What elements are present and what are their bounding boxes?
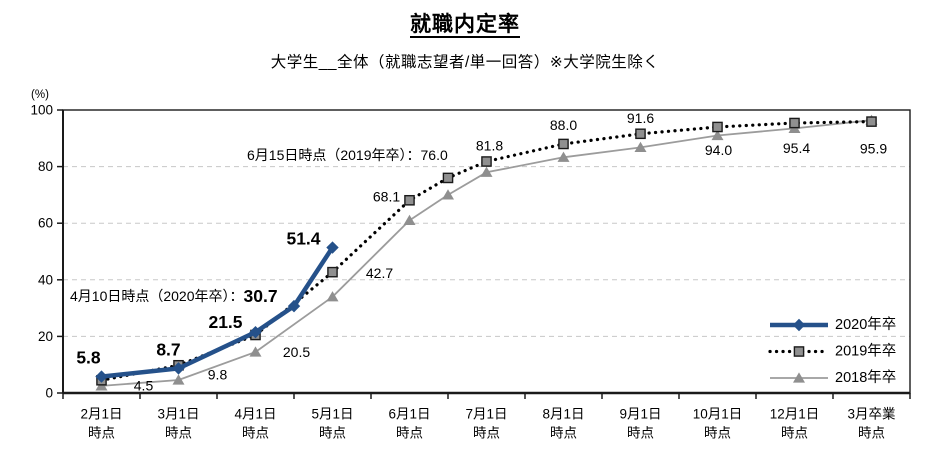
annotation: 6月15日時点（2019年卒）：76.0 [247, 147, 448, 163]
series-marker-2018年卒 [480, 166, 493, 177]
data-label-2019年卒: 91.6 [627, 110, 654, 126]
series-marker-2018年卒 [172, 374, 185, 385]
annotation: 4月10日時点（2020年卒）：30.7 [70, 286, 278, 306]
x-category-label: 時点 [473, 426, 500, 441]
data-label-2019年卒: 20.5 [283, 344, 310, 360]
x-category-label: 9月1日 [619, 407, 661, 422]
data-label-2019年卒: 42.7 [366, 265, 393, 281]
series-marker-2019年卒 [327, 266, 338, 278]
series-marker-2018年卒 [557, 151, 570, 162]
data-label-2019年卒: 9.8 [208, 366, 228, 382]
data-label-2020年卒: 21.5 [208, 312, 242, 332]
x-category-label: 4月1日 [234, 407, 276, 422]
y-tick-label: 20 [38, 329, 53, 344]
y-tick-label: 80 [38, 159, 53, 174]
series-marker-2018年卒 [249, 346, 262, 357]
x-category-label: 時点 [396, 426, 423, 441]
data-label-2019年卒: 95.9 [860, 141, 887, 157]
x-category-label: 時点 [165, 426, 192, 441]
data-label-2019年卒: 95.4 [783, 140, 810, 156]
legend-label-2019年卒: 2019年卒 [835, 343, 896, 360]
data-label-2020年卒: 8.7 [156, 339, 180, 359]
y-tick-label: 0 [45, 386, 53, 401]
series-marker-2018年卒 [326, 291, 339, 302]
data-label-2019年卒: 4.5 [134, 377, 154, 393]
x-category-label: 時点 [242, 426, 269, 441]
series-marker-2019年卒 [866, 116, 877, 127]
series-marker-2018年卒 [711, 129, 724, 141]
series-marker-2018年卒 [634, 141, 647, 152]
series-marker-2019年卒 [558, 138, 569, 150]
series-marker-2020年卒 [287, 299, 301, 313]
series-marker-2020年卒 [249, 325, 262, 339]
x-category-label: 時点 [550, 426, 577, 441]
x-category-label: 時点 [88, 426, 115, 441]
legend-marker-2020年卒 [792, 318, 806, 332]
x-category-label: 3月卒業 [847, 407, 896, 422]
y-tick-label: 60 [38, 216, 53, 231]
data-label-2019年卒: 81.8 [476, 138, 503, 154]
series-marker-2019年卒 [789, 117, 800, 129]
data-label-2019年卒: 94.0 [705, 142, 732, 158]
y-tick-label: 100 [30, 103, 53, 118]
series-marker-2019年卒 [712, 121, 723, 133]
series-marker-2019年卒 [635, 128, 646, 140]
series-marker-2018年卒 [403, 214, 416, 225]
series-marker-2019年卒 [404, 194, 415, 206]
x-category-label: 8月1日 [542, 407, 584, 422]
x-category-label: 7月1日 [465, 407, 507, 422]
legend-marker-2018年卒 [793, 372, 805, 383]
series-marker-2020年卒 [326, 241, 339, 254]
x-category-label: 10月1日 [693, 407, 743, 422]
series-line-2018年卒 [101, 119, 872, 387]
x-category-label: 3月1日 [157, 407, 199, 422]
data-label-2020年卒: 51.4 [286, 229, 320, 249]
y-tick-label: 40 [38, 272, 53, 287]
legend-label-2018年卒: 2018年卒 [835, 369, 896, 386]
legend-marker-2019年卒 [793, 346, 805, 357]
series-marker-2020年卒 [172, 362, 185, 375]
x-category-label: 時点 [858, 426, 885, 441]
chart-title: 就職内定率 [410, 13, 520, 36]
x-category-label: 12月1日 [770, 407, 820, 422]
x-category-label: 時点 [319, 426, 346, 441]
x-category-label: 5月1日 [311, 407, 353, 422]
chart-subtitle: 大学生__全体（就職志望者/単一回答）※大学院生除く [270, 54, 660, 71]
series-marker-2019年卒 [442, 172, 454, 184]
legend-label-2020年卒: 2020年卒 [835, 316, 896, 333]
series-marker-2020年卒 [95, 370, 108, 383]
data-label-2019年卒: 88.0 [550, 117, 577, 133]
x-category-label: 時点 [627, 426, 654, 441]
series-marker-2018年卒 [442, 189, 454, 200]
x-category-label: 時点 [781, 426, 808, 441]
data-label-2019年卒: 68.1 [373, 188, 400, 204]
x-category-label: 2月1日 [80, 407, 122, 422]
x-category-label: 6月1日 [388, 407, 430, 422]
y-axis-unit: (%) [31, 89, 49, 101]
series-marker-2019年卒 [481, 156, 492, 167]
data-label-2020年卒: 5.8 [76, 348, 101, 368]
x-category-label: 時点 [704, 426, 731, 441]
